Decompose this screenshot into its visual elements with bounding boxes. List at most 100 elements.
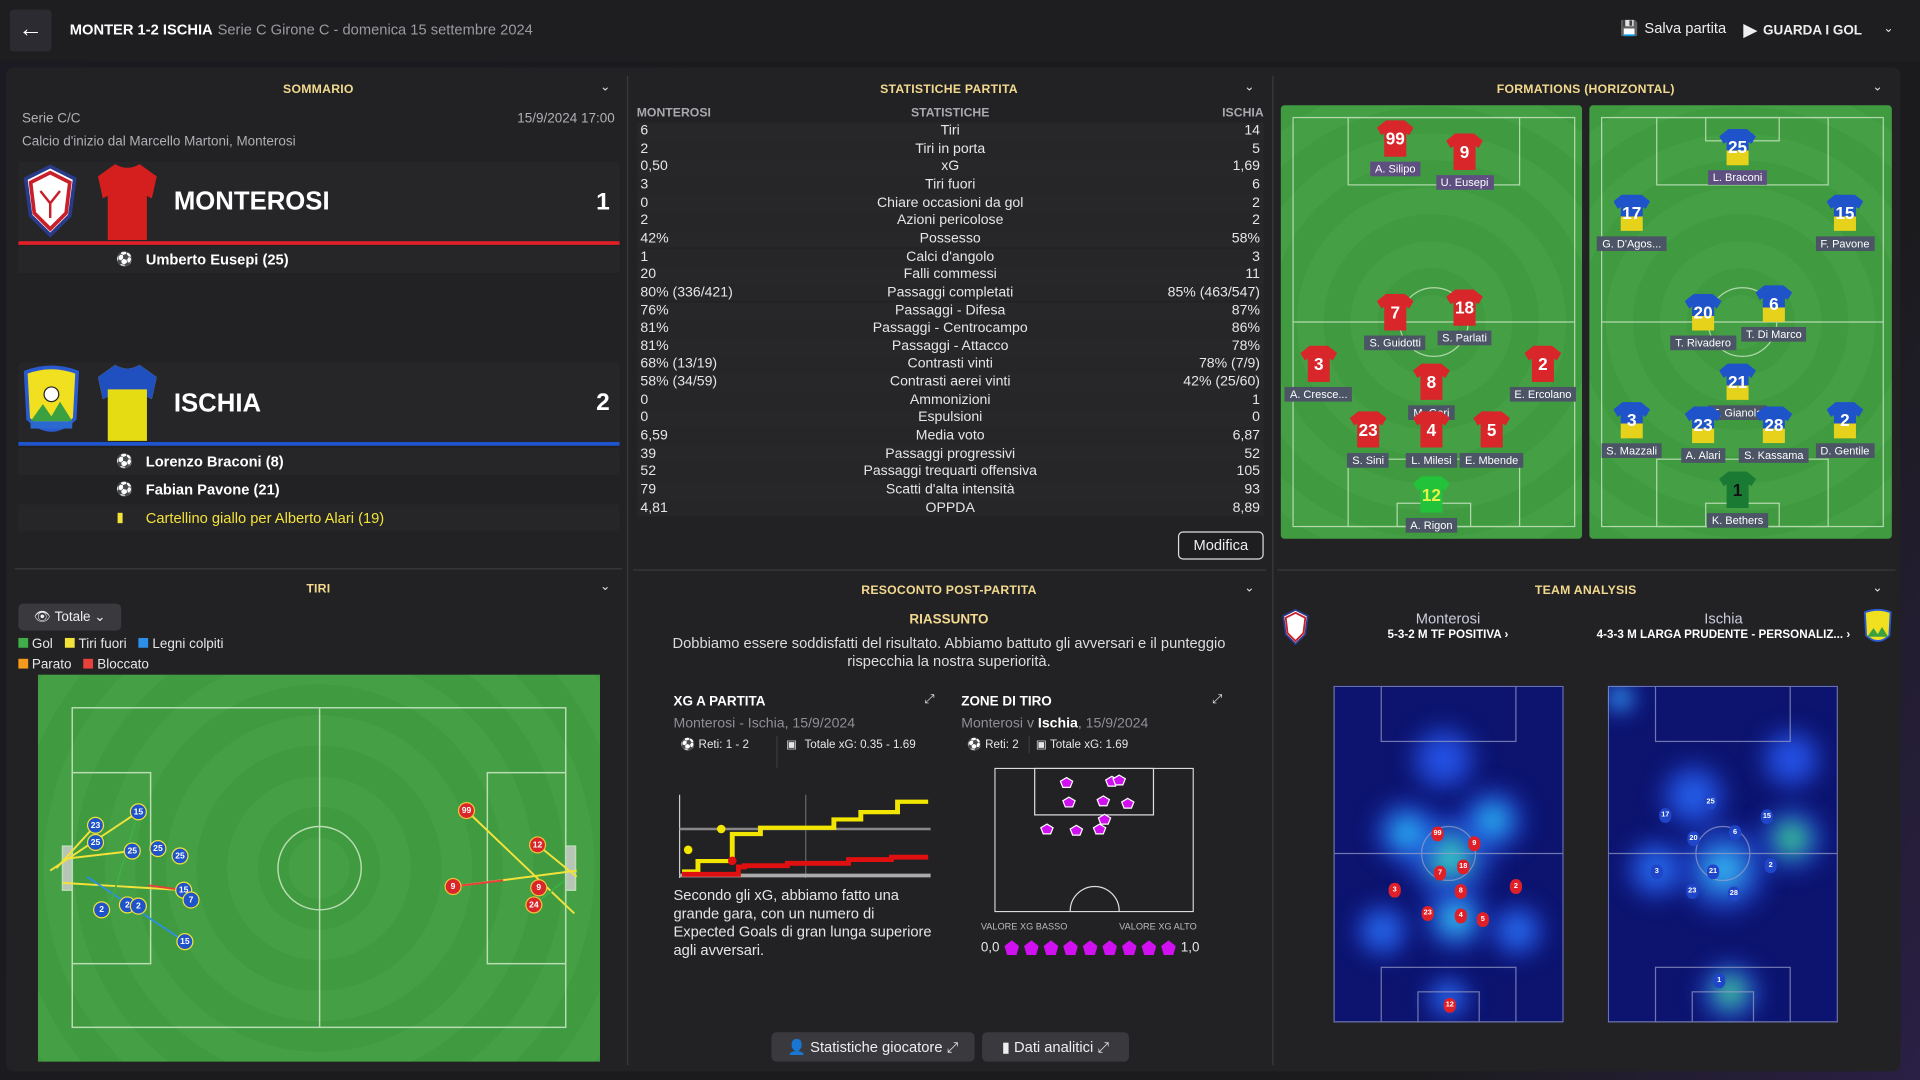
formation-player[interactable]: 6 T. Di Marco [1737,285,1810,344]
low-xg-label: VALORE XG BASSO [980,920,1068,932]
away-team-name: ISCHIA [173,389,262,418]
shot-marker[interactable]: 99 [457,802,476,820]
formation-player[interactable]: 7 S. Guidotti [1359,293,1432,353]
save-match-button[interactable]: 💾 Salva partita [1620,20,1726,37]
home-tactic-link[interactable]: 5-3-2 M TF POSITIVA › [1387,628,1509,642]
player-name: S. Parlati [1437,331,1492,346]
away-value: 8,89 [1232,500,1261,516]
shirt-number: 99 [1376,120,1414,158]
shot-marker[interactable]: 23 [86,816,105,834]
shot-marker[interactable]: 9 [444,877,462,896]
shot-marker[interactable]: 25 [86,833,105,852]
player-stats-button[interactable]: 👤 Statistiche giocatore ⤢ [771,1032,975,1062]
stat-name: Tiri in porta [915,141,986,157]
shot-marker[interactable]: 25 [171,847,189,865]
formation-player[interactable]: 9 U. Eusepi [1428,133,1501,192]
goal-ball-icon: ⚽ [116,252,134,267]
edit-button[interactable]: Modifica [1177,531,1264,560]
player-position-dot: 12 [1443,997,1456,1013]
stat-row: 6 Tiri 14 [636,122,1264,141]
player-name: A. Alari [1680,448,1726,463]
goal-marker [716,824,726,834]
xg-scale-marker [1102,940,1118,956]
col-away: ISCHIA [1222,106,1264,121]
legend-label: Tiri fuori [78,636,127,652]
formation-player[interactable]: 28 S. Kassama [1737,406,1810,465]
col-home: MONTEROSI [636,106,711,121]
stat-name: xG [941,159,960,175]
away-analysis-name: Ischia [1704,609,1743,627]
formation-player[interactable]: 2 D. Gentile [1808,402,1881,461]
formation-player[interactable]: 15 F. Pavone [1808,194,1881,253]
shirt-number: 9 [1446,133,1483,171]
back-button[interactable]: ← [9,9,52,52]
stat-name: Passaggi - Difesa [895,303,1006,318]
chevron-down-icon[interactable]: ⌄ [1883,22,1894,36]
stat-name: Tiri fuori [925,177,976,193]
shot-marker[interactable]: 9 [530,879,548,897]
shot-marker[interactable]: 24 [525,896,543,914]
player-position-dot: 7 [1433,865,1447,881]
home-formation-pitch: 99 A. Silipo 9 U. Eusepi 7 S. Guidotti 18 S. Pa… [1280,105,1583,539]
away-tactic-link[interactable]: 4-3-3 M LARGA PRUDENTE - PERSONALIZ... › [1596,628,1851,642]
watch-goals-button[interactable]: ▶ GUARDA I GOL [1744,20,1862,41]
summary-collapse-chevron-icon[interactable]: ⌄ [600,80,611,95]
shot-marker[interactable]: 15 [129,803,147,821]
formation-player[interactable]: 3 A. Cresce... [1282,345,1355,405]
formation-player[interactable]: 23 A. Alari [1666,406,1739,465]
shirt-number: 18 [1446,289,1483,327]
event-text: Lorenzo Braconi (8) [145,453,284,471]
home-value: 1 [640,249,649,264]
formation-player[interactable]: 4 L. Milesi [1395,410,1468,470]
shot-marker[interactable]: 25 [123,842,141,860]
report-collapse-chevron-icon[interactable]: ⌄ [1244,581,1255,596]
shots-collapse-chevron-icon[interactable]: ⌄ [600,580,611,594]
shot-marker[interactable]: 2 [93,901,111,919]
formation-player[interactable]: 17 G. D'Agos... [1595,194,1668,253]
shot-marker[interactable]: 15 [176,933,194,951]
xg-total: ▣ Totale xG: 0.35 - 1.69 [786,738,927,753]
formation-player[interactable]: 1 K. Bethers [1701,471,1774,530]
formation-player[interactable]: 12 A. Rigon [1395,475,1468,535]
shot-marker[interactable]: 12 [528,836,547,854]
shot-marker[interactable]: 25 [149,840,167,858]
stat-name: Passaggi completati [887,285,1014,300]
expand-icon[interactable]: ⤢ [924,693,935,707]
away-kit-shirt [97,364,157,441]
shirt-number: 28 [1755,406,1793,444]
formation-player[interactable]: 99 A. Silipo [1359,120,1432,179]
formation-player[interactable]: 3 S. Mazzali [1595,402,1668,461]
stats-collapse-chevron-icon[interactable]: ⌄ [1244,80,1255,95]
away-value: 86% [1231,320,1261,336]
player-position-dot: 99 [1431,826,1444,842]
formation-player[interactable]: 20 T. Rivadero [1666,293,1739,353]
home-value: 0 [640,195,649,211]
shot-marker[interactable]: 2 [129,897,147,915]
heat-blob [1351,900,1414,962]
formation-player[interactable]: 25 L. Braconi [1701,129,1774,188]
away-heatmap: 25 17 15 20 6 3 21 2 23 28 1 [1607,685,1838,1023]
player-name: E. Ercolano [1509,387,1577,403]
formations-collapse-chevron-icon[interactable]: ⌄ [1872,80,1883,95]
away-value: 87% [1231,303,1261,318]
formation-player[interactable]: 21 F. Gianola [1701,363,1774,422]
formation-player[interactable]: 18 S. Parlati [1428,289,1501,348]
player-stats-label: Statistiche giocatore [810,1038,943,1056]
formation-player[interactable]: 5 E. Mbende [1455,410,1528,470]
away-value: 5 [1252,141,1261,157]
analysis-collapse-chevron-icon[interactable]: ⌄ [1872,581,1883,596]
home-value: 79 [640,482,657,498]
event-text: Umberto Eusepi (25) [145,251,289,269]
goal-ball-icon: ⚽ [116,482,134,498]
player-position-dot: 6 [1728,825,1742,841]
analytics-button[interactable]: ▮ Dati analitici ⤢ [982,1032,1129,1062]
stat-name: Contrasti aerei vinti [889,374,1011,390]
summary-title: SOMMARIO [283,83,354,97]
formation-player[interactable]: 2 E. Ercolano [1506,345,1579,405]
stat-name: Passaggi progressivi [885,446,1016,462]
expand-icon[interactable]: ⤢ [1212,693,1223,707]
shot-marker[interactable]: 7 [182,891,200,909]
xg-match: Monterosi - Ischia, 15/9/2024 [673,716,856,732]
formation-player[interactable]: 23 S. Sini [1331,410,1404,470]
shots-filter-dropdown[interactable]: 👁 Totale ⌄ [18,603,122,631]
